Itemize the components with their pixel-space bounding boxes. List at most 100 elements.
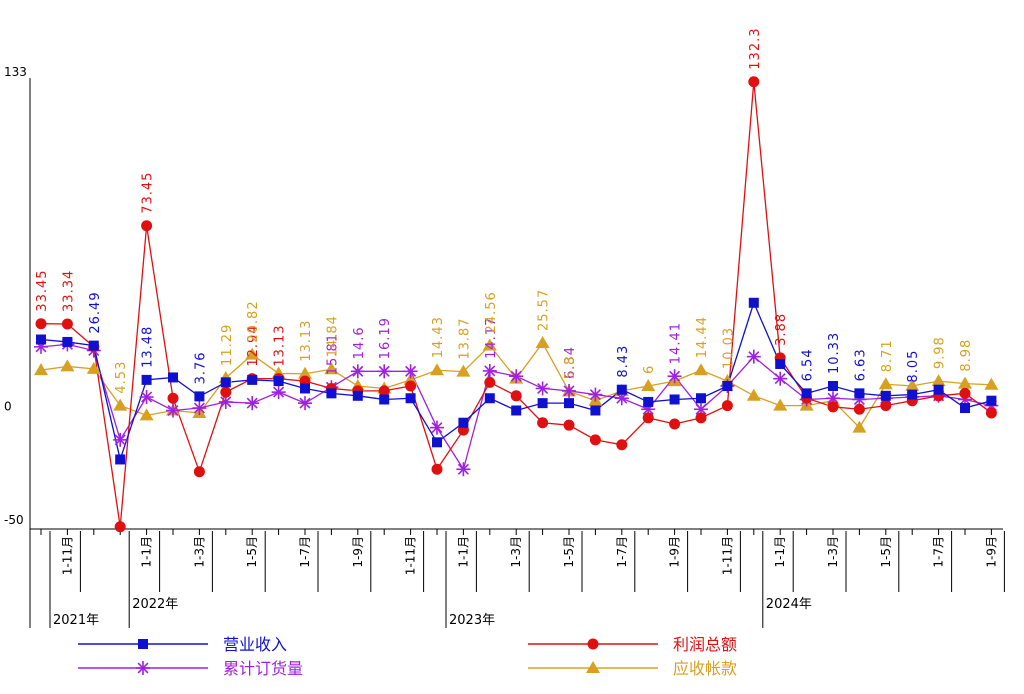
data-point-circle — [696, 412, 707, 423]
data-label: 14.44 — [695, 316, 710, 358]
data-point-square — [986, 396, 996, 406]
data-point-star — [272, 385, 286, 399]
data-point-triangle — [586, 661, 600, 673]
data-label: 10.33 — [827, 332, 842, 374]
data-point-square — [722, 381, 732, 391]
data-point-star — [430, 421, 444, 435]
data-point-triangle — [536, 336, 550, 348]
data-label: 9.98 — [933, 336, 948, 369]
legend-label: 营业收入 — [223, 635, 287, 654]
data-point-triangle — [879, 377, 893, 389]
data-point-square — [194, 391, 204, 401]
data-label: 10.03 — [721, 327, 736, 369]
y-tick-label: -50 — [4, 513, 24, 527]
data-point-circle — [115, 521, 126, 532]
series-markers — [34, 76, 998, 532]
data-point-square — [881, 391, 891, 401]
data-label: 25.57 — [537, 289, 552, 331]
data-label: 14.6 — [352, 326, 367, 359]
data-point-star — [588, 388, 602, 402]
data-label: 14.84 — [325, 315, 340, 357]
data-label: 11.29 — [220, 324, 235, 366]
legend-label: 应收帐款 — [673, 659, 737, 678]
data-point-circle — [564, 420, 575, 431]
x-tick-label: 1-7月 — [932, 536, 946, 568]
data-point-square — [511, 405, 521, 415]
data-point-triangle — [932, 374, 946, 386]
data-point-star — [245, 396, 259, 410]
data-point-square — [115, 454, 125, 464]
data-label: 26.49 — [88, 291, 103, 333]
data-point-circle — [62, 318, 73, 329]
data-point-circle — [986, 407, 997, 418]
x-tick-label: 1-9月 — [351, 536, 365, 568]
data-label: 33.45 — [35, 269, 50, 311]
data-point-circle — [484, 377, 495, 388]
data-label: 4.53 — [114, 361, 129, 394]
x-tick-label: 1-3月 — [192, 536, 206, 568]
data-point-square — [36, 334, 46, 344]
legend-item: 应收帐款 — [528, 659, 737, 678]
year-label: 2023年 — [449, 613, 495, 628]
data-label: 6.54 — [801, 348, 816, 381]
data-point-square — [538, 398, 548, 408]
series-line — [41, 82, 991, 527]
x-tick-label: 1-1月 — [773, 536, 787, 568]
data-label: 8.71 — [880, 339, 895, 372]
data-point-triangle — [984, 378, 998, 390]
data-label: 14.41 — [669, 322, 684, 364]
x-tick-label: 1-11月 — [60, 536, 74, 575]
data-point-circle — [511, 390, 522, 401]
legend-label: 累计订货量 — [223, 659, 303, 678]
data-point-square — [802, 388, 812, 398]
data-label: 24.56 — [484, 291, 499, 333]
data-point-star — [483, 364, 497, 378]
data-point-star — [192, 401, 206, 415]
year-label: 2022年 — [132, 597, 178, 612]
data-point-square — [960, 403, 970, 413]
data-point-square — [696, 393, 706, 403]
x-tick-label: 1-1月 — [456, 536, 470, 568]
x-tick-label: 1-9月 — [668, 536, 682, 568]
data-point-star — [404, 364, 418, 378]
legend-label: 利润总额 — [673, 635, 737, 654]
data-point-triangle — [747, 389, 761, 401]
data-point-circle — [854, 404, 865, 415]
data-point-square — [643, 397, 653, 407]
data-point-circle — [880, 400, 891, 411]
data-label: 13.87 — [457, 317, 472, 359]
data-point-star — [562, 384, 576, 398]
data-point-square — [907, 390, 917, 400]
data-point-square — [300, 383, 310, 393]
data-point-square — [828, 381, 838, 391]
data-point-square — [326, 388, 336, 398]
data-point-star — [747, 350, 761, 364]
data-point-square — [142, 375, 152, 385]
data-point-square — [138, 639, 148, 649]
data-point-circle — [722, 400, 733, 411]
data-point-star — [298, 396, 312, 410]
data-point-star — [136, 661, 150, 675]
data-point-circle — [643, 412, 654, 423]
data-label: 3.88 — [774, 313, 789, 346]
x-tick-label: 1-5月 — [562, 536, 576, 568]
x-tick-label: 1-3月 — [826, 536, 840, 568]
data-point-square — [353, 391, 363, 401]
data-labels: 26.49 13.48 3.76 8.43 6.54 10.33 6.63 8.05 33.45… — [35, 27, 974, 393]
data-label: 8.98 — [959, 339, 974, 372]
data-point-circle — [141, 220, 152, 231]
x-tick-label: 1-3月 — [509, 536, 523, 568]
data-point-triangle — [113, 399, 127, 411]
data-point-triangle — [773, 399, 787, 411]
x-tick-label: 1-1月 — [140, 536, 154, 568]
data-point-square — [221, 377, 231, 387]
data-point-circle — [590, 434, 601, 445]
x-tick-label: 1-5月 — [879, 536, 893, 568]
data-label: 6 — [642, 365, 657, 374]
data-point-square — [168, 372, 178, 382]
series-lines — [41, 82, 991, 527]
x-tick-label: 1-7月 — [298, 536, 312, 568]
year-label: 2021年 — [53, 613, 99, 628]
x-tick-label: 1-5月 — [245, 536, 259, 568]
